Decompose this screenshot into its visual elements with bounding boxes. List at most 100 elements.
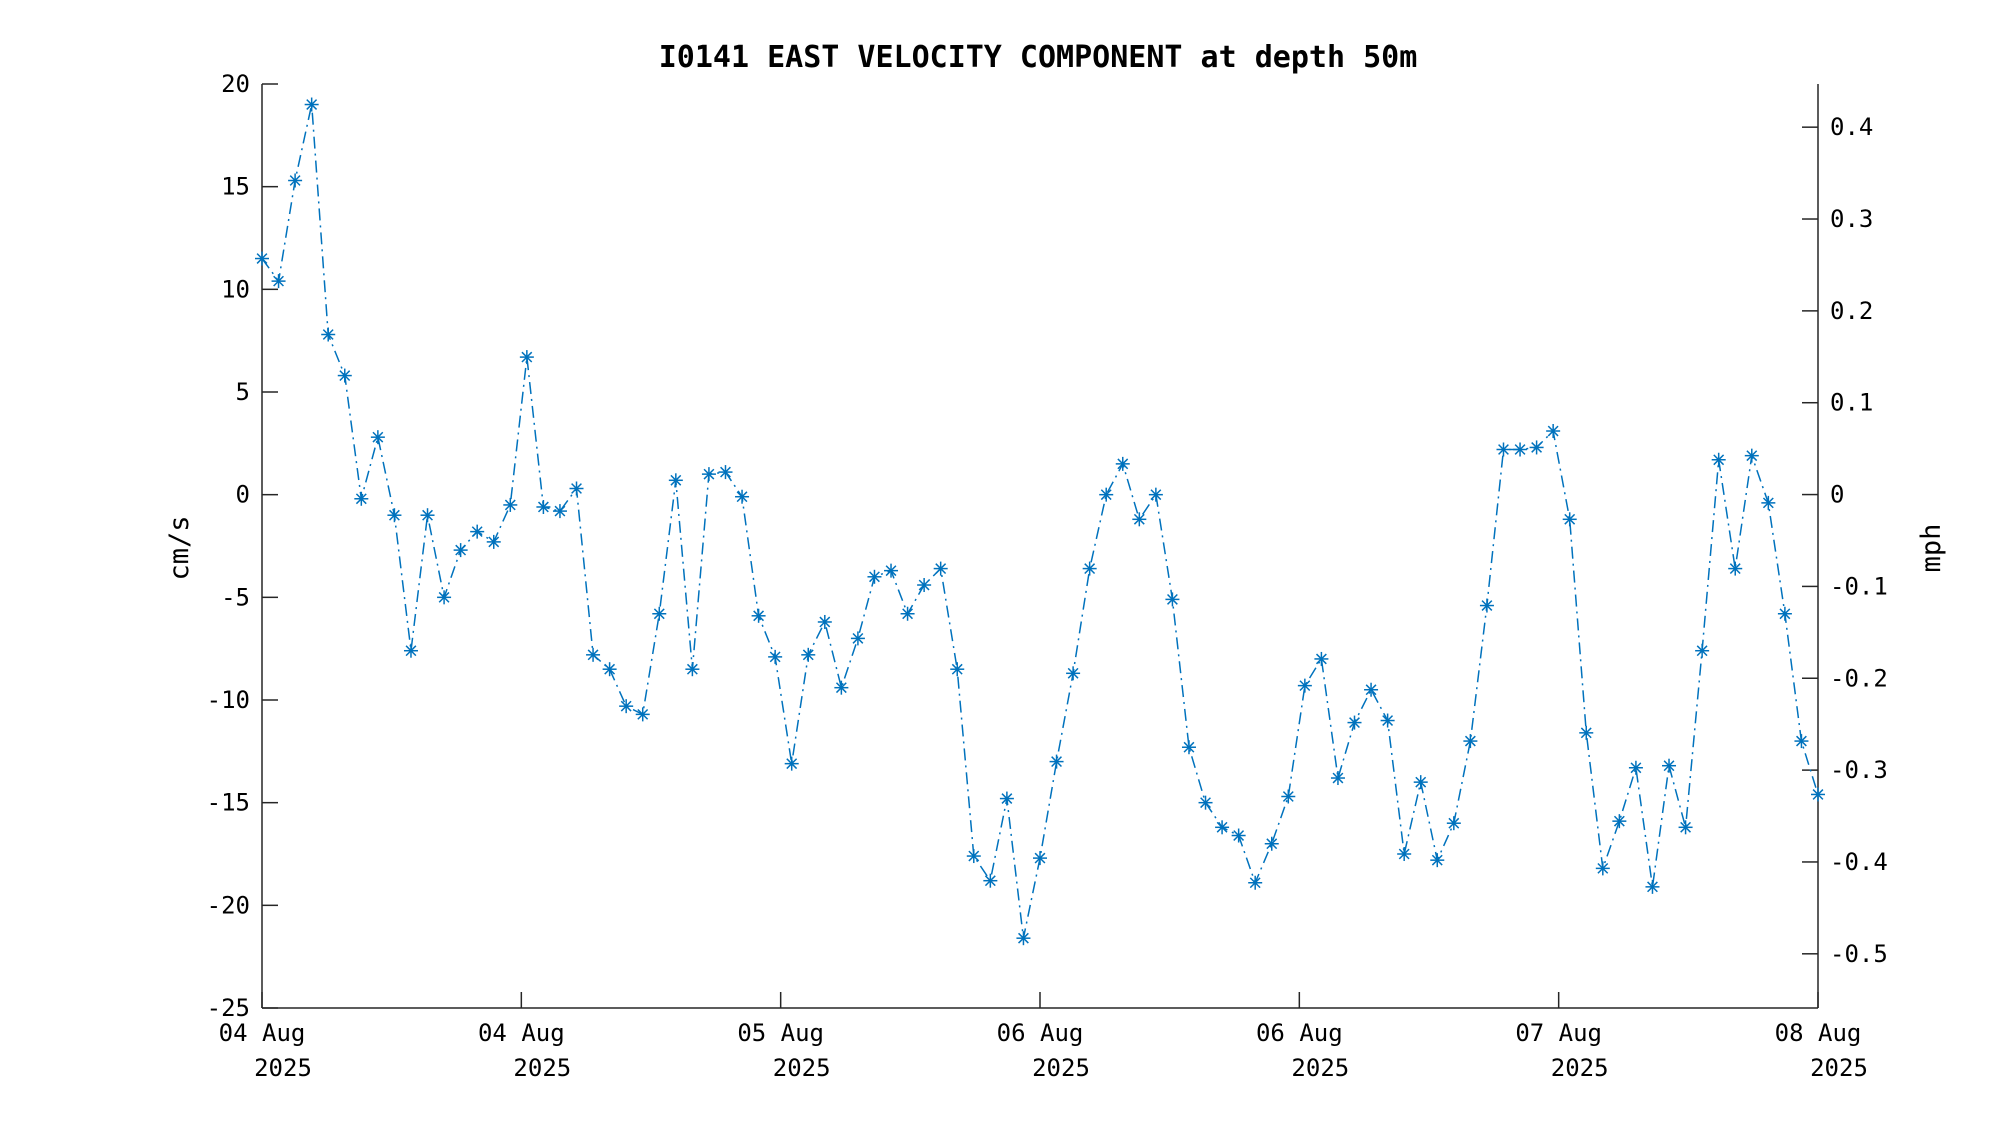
marker-stroke <box>1150 489 1162 501</box>
data-point-marker <box>1264 836 1279 851</box>
data-point-marker <box>354 491 369 506</box>
data-point-marker <box>1198 795 1213 810</box>
x-tick-label-year: 2025 <box>513 1054 571 1082</box>
data-point-marker <box>751 608 766 623</box>
x-tick-label-year: 2025 <box>773 1054 831 1082</box>
marker-stroke <box>1547 425 1559 437</box>
y-tick-label: 10 <box>221 275 250 303</box>
data-point-marker <box>1811 787 1825 802</box>
marker-stroke <box>620 700 632 712</box>
marker-stroke <box>1448 817 1460 829</box>
marker-stroke <box>753 610 765 622</box>
marker-stroke <box>339 370 351 382</box>
data-point-marker <box>983 873 998 888</box>
data-point-marker <box>884 563 899 578</box>
marker-stroke <box>1514 444 1526 455</box>
marker-stroke <box>537 501 549 513</box>
marker-stroke <box>1100 489 1112 501</box>
marker-stroke <box>1531 442 1543 453</box>
marker-stroke <box>1266 838 1278 850</box>
y-tick-label: -25 <box>207 994 250 1022</box>
data-point-marker <box>486 534 501 549</box>
marker-stroke <box>306 99 318 110</box>
marker-stroke <box>256 253 268 264</box>
data-point-marker <box>1413 775 1428 790</box>
y-right-tick-label: -0.4 <box>1830 848 1888 876</box>
data-point-marker <box>1397 847 1412 861</box>
x-tick-label-year: 2025 <box>1810 1054 1868 1082</box>
x-tick-label-year: 2025 <box>1551 1054 1609 1082</box>
marker-stroke <box>1249 877 1261 889</box>
data-point-marker <box>950 662 965 677</box>
x-tick-label-year: 2025 <box>254 1054 312 1082</box>
marker-stroke <box>1779 608 1791 620</box>
marker-stroke <box>372 431 384 443</box>
marker-stroke <box>438 591 450 603</box>
marker-stroke <box>769 651 781 663</box>
marker-stroke <box>1018 932 1029 944</box>
data-point-marker <box>1380 713 1395 728</box>
marker-stroke <box>835 682 847 694</box>
marker-stroke <box>405 645 417 657</box>
marker-stroke <box>355 493 367 505</box>
y-axis-title: cm/s <box>164 515 195 580</box>
data-point-marker <box>718 465 733 480</box>
marker-stroke <box>1464 735 1476 747</box>
marker-stroke <box>720 466 731 478</box>
y-axis-right-title: mph <box>1916 524 1947 573</box>
data-point-marker <box>1562 512 1577 527</box>
data-point-marker <box>437 590 452 605</box>
marker-stroke <box>1415 776 1427 788</box>
data-point-marker <box>1248 875 1263 890</box>
data-point-marker <box>1115 456 1130 471</box>
data-point-marker <box>1711 452 1726 467</box>
data-point-marker <box>1430 853 1445 868</box>
data-point-marker <box>1297 678 1312 693</box>
marker-stroke <box>786 758 798 770</box>
data-point-marker <box>801 647 816 662</box>
data-point-marker <box>1761 495 1776 510</box>
marker-stroke <box>637 708 649 720</box>
marker-stroke <box>488 536 500 548</box>
data-point-marker <box>619 699 634 714</box>
marker-stroke <box>1117 458 1129 470</box>
marker-stroke <box>1183 741 1195 753</box>
data-point-marker <box>635 707 650 722</box>
y-tick-label: -20 <box>207 891 250 919</box>
y-right-tick-label: 0.3 <box>1830 205 1873 233</box>
marker-stroke <box>1216 821 1228 833</box>
data-point-marker <box>602 662 617 677</box>
data-point-marker <box>420 508 435 523</box>
data-point-marker <box>668 473 683 488</box>
x-tick-label-date: 06 Aug <box>1256 1019 1343 1047</box>
data-point-marker <box>288 173 303 188</box>
marker-stroke <box>554 505 566 517</box>
marker-stroke <box>670 474 682 486</box>
data-point-marker <box>1496 442 1511 457</box>
marker-stroke <box>1630 762 1642 774</box>
data-point-marker <box>1645 879 1660 894</box>
data-point-marker <box>1463 734 1478 749</box>
data-point-marker <box>1364 682 1379 697</box>
data-point-marker <box>966 849 981 864</box>
marker-stroke <box>1580 727 1592 739</box>
marker-stroke <box>1034 852 1046 864</box>
data-point-marker <box>1347 715 1362 730</box>
data-point-marker <box>850 631 865 646</box>
data-point-marker <box>1479 598 1494 613</box>
marker-stroke <box>869 571 880 583</box>
marker-stroke <box>273 275 284 287</box>
marker-stroke <box>1315 653 1327 665</box>
marker-stroke <box>1051 756 1062 768</box>
marker-stroke <box>1133 513 1145 525</box>
y-tick-label: -10 <box>207 686 250 714</box>
data-point-marker <box>735 489 750 504</box>
marker-stroke <box>1431 854 1443 866</box>
y-right-tick-label: 0.2 <box>1830 297 1873 325</box>
data-point-marker <box>569 481 584 496</box>
data-point-marker <box>370 430 385 445</box>
marker-stroke <box>1746 450 1758 462</box>
marker-stroke <box>951 663 963 675</box>
